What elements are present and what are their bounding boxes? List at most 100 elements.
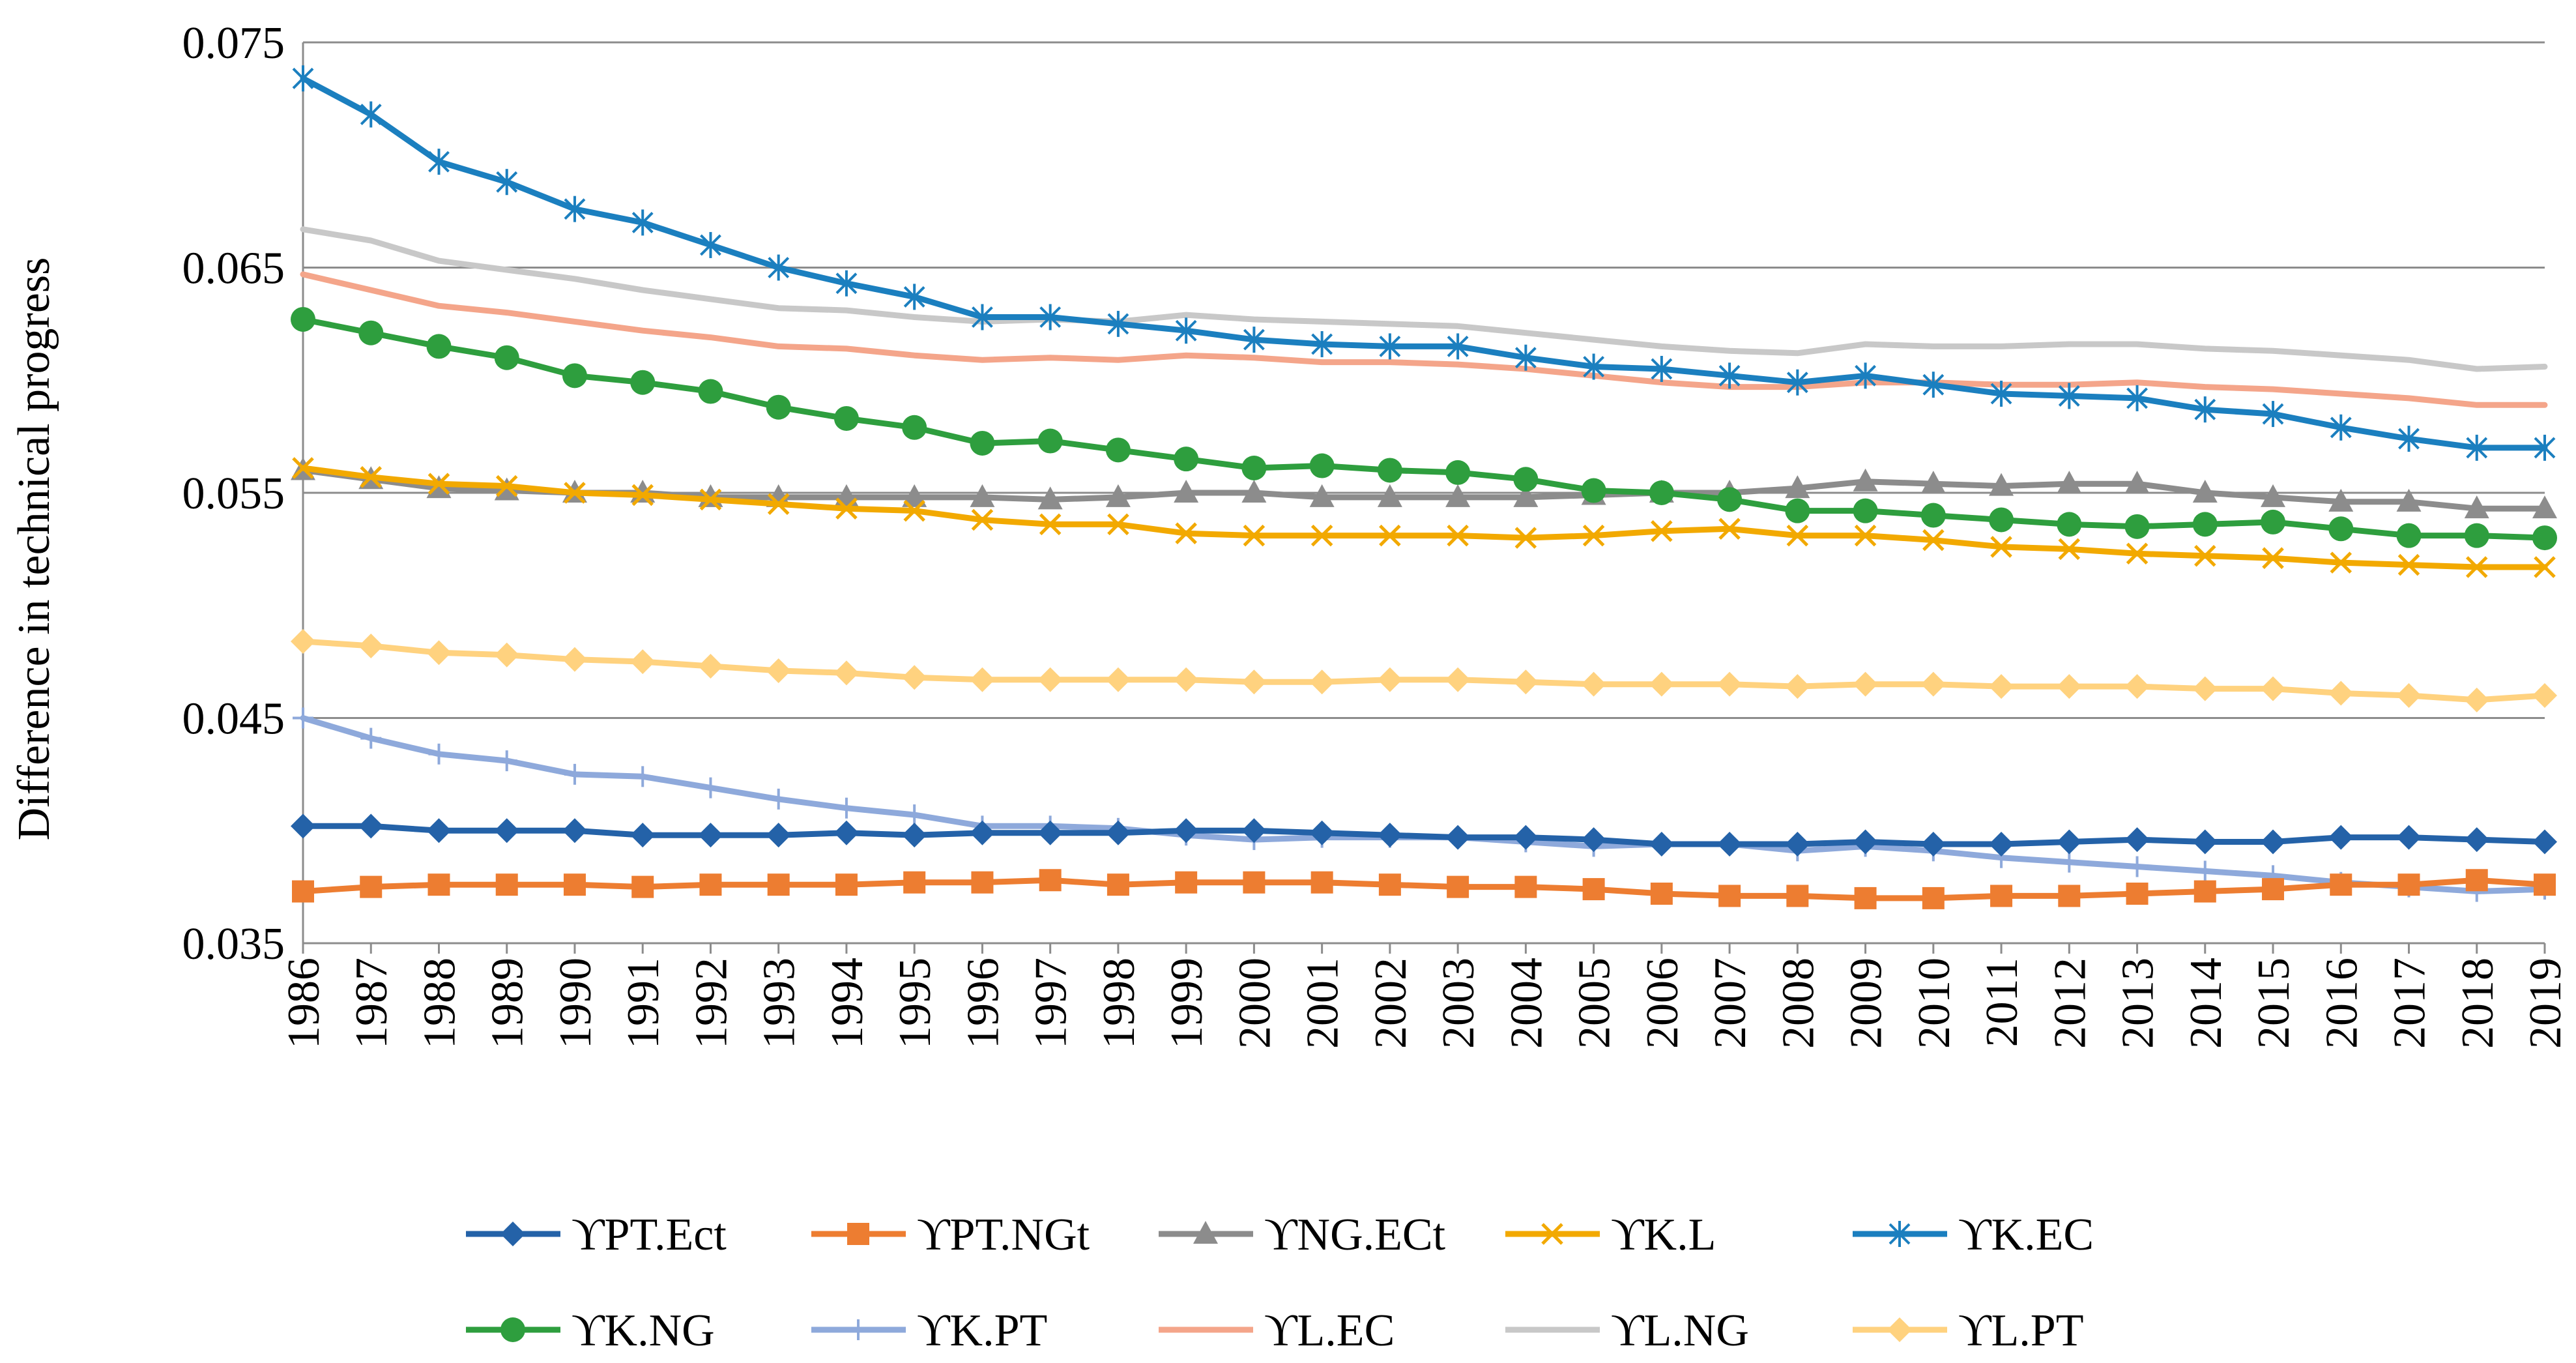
x-tick-label: 2017 <box>2385 958 2435 1049</box>
data-point <box>1039 869 1062 892</box>
data-point <box>428 149 450 175</box>
data-point <box>2261 484 2286 507</box>
data-point <box>1377 458 1402 483</box>
data-point <box>291 629 315 654</box>
data-point <box>1175 871 1198 894</box>
data-point <box>1039 304 1062 330</box>
data-point <box>1718 518 1741 540</box>
data-point <box>1174 667 1199 692</box>
data-point <box>1513 669 1539 695</box>
data-point <box>2330 551 2352 574</box>
x-tick-label: 2011 <box>1977 958 2027 1047</box>
data-point <box>494 818 519 843</box>
x-tick-label: 2002 <box>1366 958 1416 1049</box>
data-point <box>2397 873 2420 896</box>
data-point <box>1582 878 1605 901</box>
data-point <box>1922 529 1945 551</box>
data-point <box>2532 682 2557 708</box>
data-point <box>1243 524 1266 547</box>
data-point <box>2465 869 2488 892</box>
data-point <box>2192 512 2218 537</box>
data-point <box>1786 885 1809 907</box>
series-line <box>300 75 2548 451</box>
data-point <box>427 473 450 495</box>
x-tick-label: 2006 <box>1638 958 1688 1049</box>
data-point <box>293 707 313 729</box>
data-point <box>630 649 656 675</box>
y-tick-label: 0.055 <box>182 469 285 519</box>
x-tick-label: 1987 <box>347 958 397 1049</box>
data-point <box>2464 523 2489 548</box>
data-point <box>904 804 925 826</box>
data-point <box>903 871 926 894</box>
data-point <box>2328 488 2354 512</box>
data-point <box>1855 362 1876 389</box>
data-point <box>1378 873 1401 896</box>
data-point <box>2057 674 2082 699</box>
data-point <box>630 823 656 848</box>
data-point <box>1990 536 2012 558</box>
data-point <box>1514 344 1537 371</box>
data-point <box>1989 674 2014 699</box>
data-point <box>2126 882 2149 905</box>
data-point <box>766 658 791 683</box>
x-tick-label: 1995 <box>890 958 940 1049</box>
data-point <box>1718 362 1741 389</box>
x-tick-label: 2014 <box>2181 958 2231 1049</box>
series-line <box>300 877 2548 901</box>
x-tick-label: 1992 <box>686 958 736 1049</box>
data-point <box>2262 547 2284 569</box>
data-point <box>2261 509 2286 535</box>
data-point <box>767 873 790 896</box>
data-point <box>902 665 927 690</box>
y-tick-label: 0.035 <box>182 919 285 969</box>
data-point <box>2057 471 2082 494</box>
data-point <box>700 231 721 258</box>
x-tick-label: 2015 <box>2249 958 2299 1049</box>
data-point <box>1175 522 1197 544</box>
data-point <box>2464 827 2489 853</box>
data-point <box>1581 671 1606 697</box>
data-point <box>2534 556 2556 578</box>
x-tick-label: 2001 <box>1298 958 1348 1049</box>
legend-label: ϒPT.Ect <box>572 1210 727 1260</box>
data-point <box>1989 831 2014 857</box>
data-point <box>1311 330 1333 357</box>
data-point <box>1990 380 2012 407</box>
data-point <box>1717 487 1743 512</box>
series-3 <box>292 457 2556 578</box>
data-point <box>1377 667 1402 692</box>
data-point <box>1105 484 1131 507</box>
data-point <box>1107 873 1129 896</box>
series-line <box>300 715 2548 894</box>
data-point <box>2464 495 2489 519</box>
data-point <box>292 65 314 92</box>
legend-item: ϒK.L <box>1505 1210 1716 1260</box>
legend-item: ϒK.PT <box>811 1306 1047 1356</box>
data-point <box>291 306 315 332</box>
data-point <box>1105 437 1131 463</box>
legend-marker <box>500 1317 525 1342</box>
y-tick-label: 0.045 <box>182 694 285 744</box>
data-point <box>494 345 519 370</box>
series-line <box>300 823 2548 847</box>
data-point <box>2534 873 2556 896</box>
data-point <box>2059 851 2080 873</box>
data-point <box>1922 372 1945 398</box>
legend-item: ϒPT.NGt <box>811 1210 1090 1260</box>
data-point <box>902 415 927 440</box>
data-point <box>427 873 450 896</box>
x-tick-label: 1993 <box>755 958 805 1049</box>
data-point <box>2192 829 2218 855</box>
y-tick-label: 0.075 <box>182 18 285 68</box>
x-tick-label: 2003 <box>1434 958 1484 1049</box>
x-axis-ticks: 1986 1987 1988 1989 1990 1991 1992 1993 1994 1995… <box>279 943 2571 1049</box>
data-point <box>1922 887 1945 909</box>
data-point <box>768 254 790 281</box>
data-point <box>1174 480 1199 503</box>
series-line <box>300 316 2548 541</box>
data-point <box>426 334 452 359</box>
data-point <box>360 101 382 128</box>
data-point <box>2328 516 2354 542</box>
